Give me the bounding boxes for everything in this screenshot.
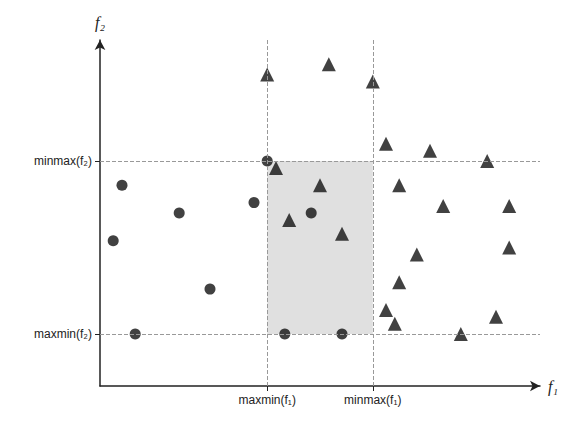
- svg-text:maxmin(f₁): maxmin(f₁): [239, 393, 296, 407]
- svg-text:maxmin(f₂): maxmin(f₂): [34, 327, 92, 341]
- svg-text:f₁: f₁: [548, 378, 558, 396]
- svg-text:minmax(f₁): minmax(f₁): [344, 393, 401, 407]
- svg-text:f₂: f₂: [95, 14, 105, 32]
- svg-text:minmax(f₂): minmax(f₂): [34, 154, 92, 168]
